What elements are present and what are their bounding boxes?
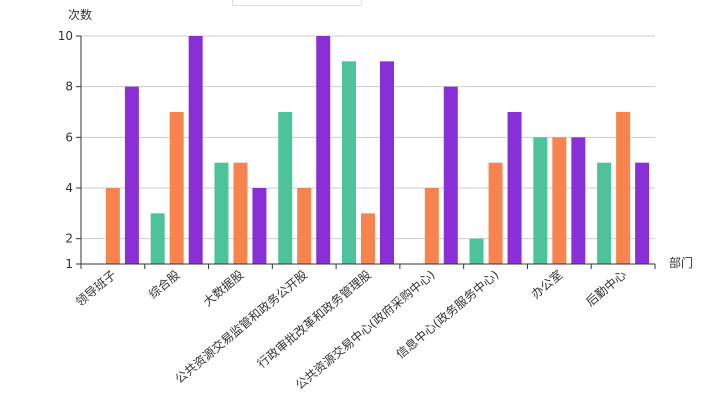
x-tick-label: 行政审批改革和政务管理股 (254, 267, 374, 371)
y-ticks: 1 2 4 6 8 10 (58, 29, 81, 271)
bars (105, 36, 650, 265)
x-tick-label: 领导班子 (73, 268, 119, 310)
bar (443, 86, 458, 265)
bar (571, 137, 586, 264)
y-axis-title: 次数 (68, 7, 92, 22)
y-tick-label: 2 (65, 232, 73, 246)
bar (380, 61, 394, 265)
x-tick-label: 后勤中心 (583, 267, 629, 309)
x-tick-label: 综合股 (145, 267, 182, 302)
axes: 次数 部门 (68, 7, 693, 270)
x-axis-title: 部门 (669, 255, 693, 270)
bar (124, 86, 139, 265)
y-tick-label: 1 (65, 257, 73, 271)
x-tick-label: 办公室 (528, 267, 565, 302)
x-tick-label: 大数据股 (200, 267, 246, 309)
bar (552, 137, 567, 264)
bar (342, 61, 356, 265)
bar (297, 188, 312, 264)
bar (169, 112, 184, 264)
bar (188, 36, 203, 264)
bar (424, 188, 439, 264)
y-tick-label: 10 (58, 29, 73, 43)
bar (105, 188, 120, 264)
y-tick-label: 6 (65, 130, 73, 144)
bar (635, 162, 650, 264)
y-tick-label: 4 (65, 181, 73, 195)
grid-lines (81, 35, 655, 240)
bar (214, 162, 229, 264)
bar (233, 162, 248, 264)
bar (507, 112, 522, 264)
x-ticks: 领导班子 综合股 大数据股公共资源交易监管和政务公开股行政审批改革和政务管理股公共资… (73, 264, 656, 392)
x-tick-label: 信息中心(政务服务中心) (393, 267, 502, 362)
bar (469, 238, 484, 264)
bar (488, 162, 503, 264)
bar (533, 137, 548, 264)
bar (361, 213, 375, 264)
x-tick-label: 公共资源交易监管和政务公开股 (172, 267, 310, 386)
legend-box (232, 0, 362, 6)
bar (150, 213, 165, 264)
bar (316, 36, 331, 264)
bar (597, 162, 612, 264)
bar (278, 112, 293, 264)
bar (616, 112, 631, 264)
y-tick-label: 8 (65, 80, 73, 94)
bar (252, 188, 267, 264)
